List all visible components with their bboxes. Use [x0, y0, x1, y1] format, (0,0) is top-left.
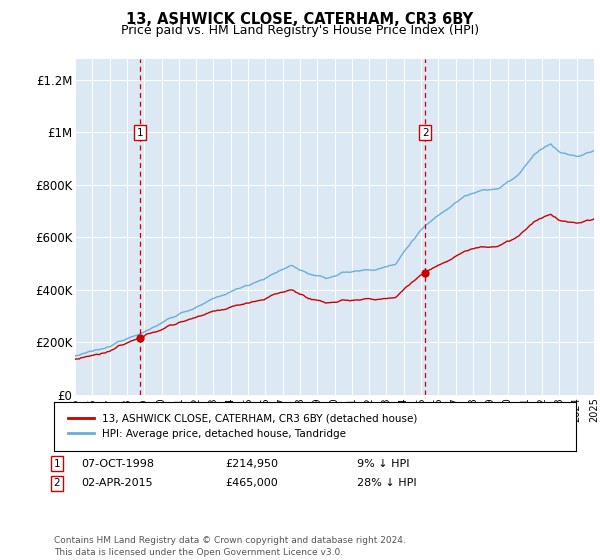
Legend: 13, ASHWICK CLOSE, CATERHAM, CR3 6BY (detached house), HPI: Average price, detac: 13, ASHWICK CLOSE, CATERHAM, CR3 6BY (de… — [64, 410, 421, 442]
Text: £214,950: £214,950 — [225, 459, 278, 469]
Text: 02-APR-2015: 02-APR-2015 — [81, 478, 152, 488]
Text: 07-OCT-1998: 07-OCT-1998 — [81, 459, 154, 469]
Text: 2: 2 — [53, 478, 61, 488]
Text: 2: 2 — [422, 128, 428, 138]
Text: Price paid vs. HM Land Registry's House Price Index (HPI): Price paid vs. HM Land Registry's House … — [121, 24, 479, 36]
Text: 1: 1 — [137, 128, 143, 138]
Text: 9% ↓ HPI: 9% ↓ HPI — [357, 459, 409, 469]
Text: 1: 1 — [53, 459, 61, 469]
Text: 28% ↓ HPI: 28% ↓ HPI — [357, 478, 416, 488]
Text: Contains HM Land Registry data © Crown copyright and database right 2024.
This d: Contains HM Land Registry data © Crown c… — [54, 536, 406, 557]
Text: 13, ASHWICK CLOSE, CATERHAM, CR3 6BY: 13, ASHWICK CLOSE, CATERHAM, CR3 6BY — [127, 12, 473, 27]
Text: £465,000: £465,000 — [225, 478, 278, 488]
